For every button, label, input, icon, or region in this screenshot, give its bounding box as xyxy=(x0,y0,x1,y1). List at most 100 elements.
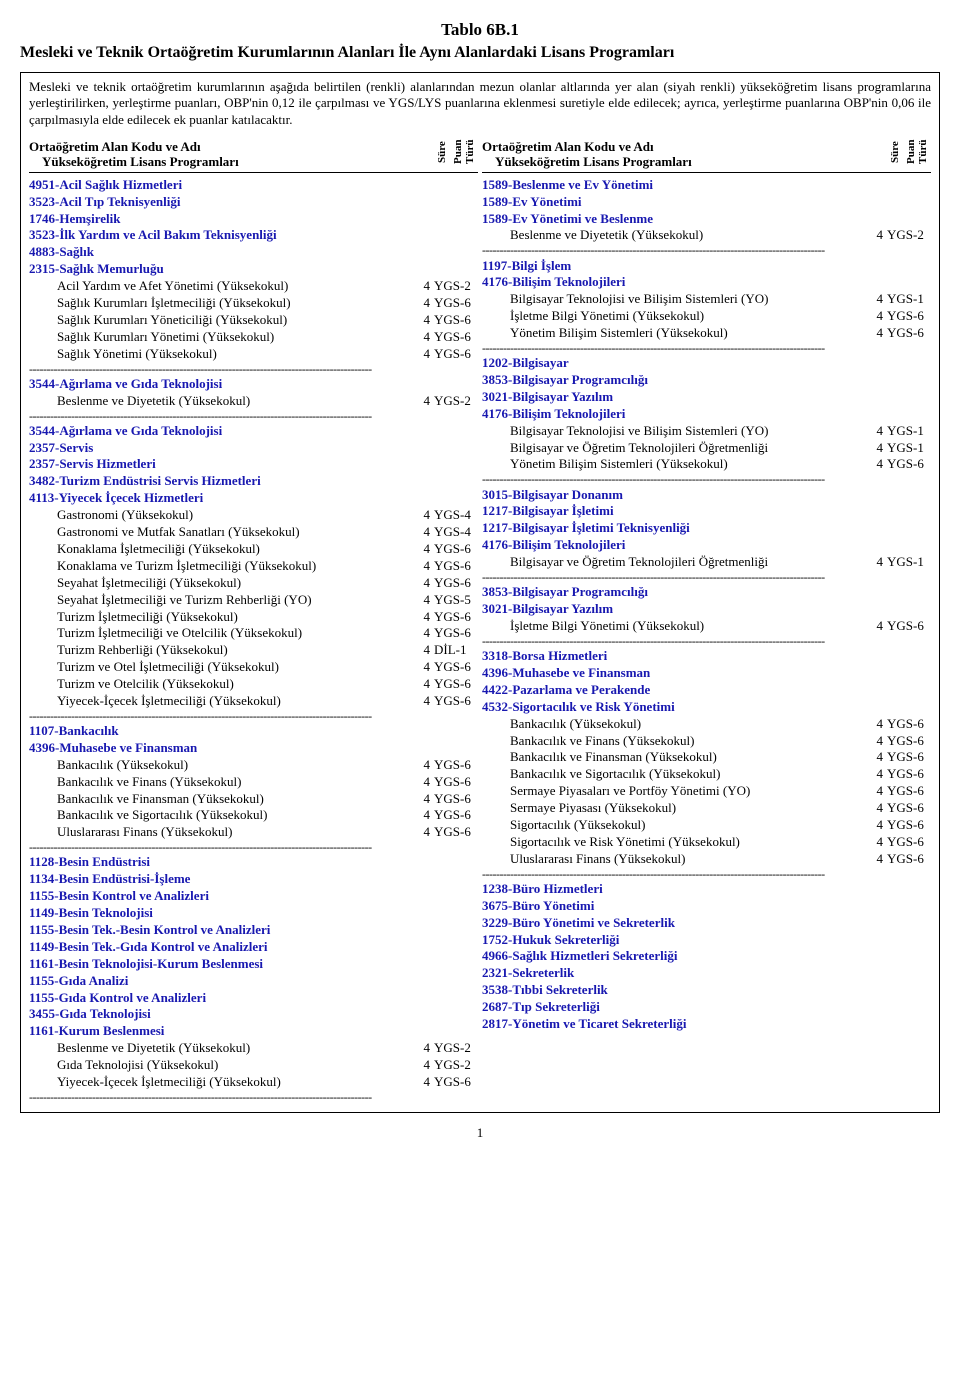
field-heading-text: 1149-Besin Teknolojisi xyxy=(29,905,478,922)
separator: ----------------------------------------… xyxy=(482,571,931,584)
program-name: İşletme Bilgi Yönetimi (Yüksekokul) xyxy=(482,618,869,635)
program-score-type: YGS-6 xyxy=(885,716,931,733)
program-name: Yiyecek-İçecek İşletmeciliği (Yüksekokul… xyxy=(29,1074,416,1091)
field-heading: 2817-Yönetim ve Ticaret Sekreterliği xyxy=(482,1016,931,1033)
field-heading-text: 3455-Gıda Teknolojisi xyxy=(29,1006,478,1023)
right-col-header: Ortaöğretim Alan Kodu ve Adı Yükseköğret… xyxy=(482,134,931,173)
program-duration: 4 xyxy=(869,227,885,244)
program-row: Turizm İşletmeciliği (Yüksekokul)4YGS-6 xyxy=(29,609,478,626)
program-name: Bankacılık ve Finansman (Yüksekokul) xyxy=(29,791,416,808)
program-name: Yiyecek-İçecek İşletmeciliği (Yüksekokul… xyxy=(29,693,416,710)
separator: ----------------------------------------… xyxy=(482,473,931,486)
program-row: Uluslararası Finans (Yüksekokul)4YGS-6 xyxy=(29,824,478,841)
field-heading-text: 3482-Turizm Endüstrisi Servis Hizmetleri xyxy=(29,473,478,490)
program-score-type: YGS-6 xyxy=(885,783,931,800)
program-duration: 4 xyxy=(416,1040,432,1057)
program-duration: 4 xyxy=(869,618,885,635)
left-column: Ortaöğretim Alan Kodu ve Adı Yükseköğret… xyxy=(29,134,478,1104)
field-heading: 4176-Bilişim Teknolojileri xyxy=(482,406,931,423)
field-heading: 3455-Gıda Teknolojisi xyxy=(29,1006,478,1023)
program-score-type: YGS-6 xyxy=(885,325,931,342)
field-heading-text: 3523-İlk Yardım ve Acil Bakım Teknisyenl… xyxy=(29,227,478,244)
separator: ----------------------------------------… xyxy=(482,868,931,881)
program-name: Seyahat İşletmeciliği ve Turizm Rehberli… xyxy=(29,592,416,609)
field-heading-text: 1217-Bilgisayar İşletimi xyxy=(482,503,931,520)
field-heading: 1238-Büro Hizmetleri xyxy=(482,881,931,898)
field-heading-text: 1155-Gıda Analizi xyxy=(29,973,478,990)
program-row: Konaklama İşletmeciliği (Yüksekokul)4YGS… xyxy=(29,541,478,558)
program-score-type: YGS-5 xyxy=(432,592,478,609)
program-name: Uluslararası Finans (Yüksekokul) xyxy=(482,851,869,868)
program-row: Sermaye Piyasaları ve Portföy Yönetimi (… xyxy=(482,783,931,800)
program-duration: 4 xyxy=(869,733,885,750)
field-heading-text: 3318-Borsa Hizmetleri xyxy=(482,648,931,665)
field-heading: 3021-Bilgisayar Yazılım xyxy=(482,389,931,406)
program-duration: 4 xyxy=(869,308,885,325)
intro-paragraph: Mesleki ve teknik ortaöğretim kurumların… xyxy=(29,79,931,128)
field-heading: 3318-Borsa Hizmetleri xyxy=(482,648,931,665)
program-name: Turizm ve Otel İşletmeciliği (Yüksekokul… xyxy=(29,659,416,676)
program-row: Bankacılık ve Sigortacılık (Yüksekokul)4… xyxy=(482,766,931,783)
field-heading: 4532-Sigortacılık ve Risk Yönetimi xyxy=(482,699,931,716)
program-duration: 4 xyxy=(869,456,885,473)
field-heading: 4951-Acil Sağlık Hizmetleri xyxy=(29,177,478,194)
separator: ----------------------------------------… xyxy=(29,710,478,723)
program-row: Turizm ve Otel İşletmeciliği (Yüksekokul… xyxy=(29,659,478,676)
program-name: Konaklama ve Turizm İşletmeciliği (Yükse… xyxy=(29,558,416,575)
field-heading: 4883-Sağlık xyxy=(29,244,478,261)
program-duration: 4 xyxy=(869,834,885,851)
left-body: 4951-Acil Sağlık Hizmetleri3523-Acil Tıp… xyxy=(29,177,478,1104)
field-heading: 1589-Beslenme ve Ev Yönetimi xyxy=(482,177,931,194)
program-duration: 4 xyxy=(869,440,885,457)
program-row: Seyahat İşletmeciliği ve Turizm Rehberli… xyxy=(29,592,478,609)
field-heading-text: 1155-Besin Tek.-Besin Kontrol ve Analizl… xyxy=(29,922,478,939)
program-name: Seyahat İşletmeciliği (Yüksekokul) xyxy=(29,575,416,592)
program-row: Sağlık Kurumları Yöneticiliği (Yüksekoku… xyxy=(29,312,478,329)
program-duration: 4 xyxy=(416,592,432,609)
program-score-type: YGS-2 xyxy=(432,278,478,295)
content-box: Mesleki ve teknik ortaöğretim kurumların… xyxy=(20,72,940,1113)
field-heading: 1217-Bilgisayar İşletimi xyxy=(482,503,931,520)
field-heading-text: 3021-Bilgisayar Yazılım xyxy=(482,389,931,406)
program-score-type: YGS-6 xyxy=(432,575,478,592)
program-name: Sigortacılık (Yüksekokul) xyxy=(482,817,869,834)
head-puan-r: Puan Türü xyxy=(903,134,931,170)
program-duration: 4 xyxy=(869,817,885,834)
field-heading-text: 4951-Acil Sağlık Hizmetleri xyxy=(29,177,478,194)
program-row: Gastronomi ve Mutfak Sanatları (Yüksekok… xyxy=(29,524,478,541)
separator: ----------------------------------------… xyxy=(29,1091,478,1104)
separator: ----------------------------------------… xyxy=(29,410,478,423)
program-score-type: YGS-6 xyxy=(432,693,478,710)
program-duration: 4 xyxy=(416,329,432,346)
right-body: 1589-Beslenme ve Ev Yönetimi1589-Ev Yöne… xyxy=(482,177,931,1033)
field-heading: 1107-Bankacılık xyxy=(29,723,478,740)
program-duration: 4 xyxy=(416,278,432,295)
program-duration: 4 xyxy=(416,393,432,410)
separator: ----------------------------------------… xyxy=(482,635,931,648)
program-name: Bankacılık ve Finans (Yüksekokul) xyxy=(29,774,416,791)
field-heading-text: 4396-Muhasebe ve Finansman xyxy=(29,740,478,757)
field-heading: 4176-Bilişim Teknolojileri xyxy=(482,537,931,554)
program-name: Gastronomi (Yüksekokul) xyxy=(29,507,416,524)
field-heading: 1197-Bilgi İşlem xyxy=(482,258,931,275)
program-name: Bilgisayar ve Öğretim Teknolojileri Öğre… xyxy=(482,440,869,457)
program-score-type: YGS-6 xyxy=(432,659,478,676)
field-heading-text: 1197-Bilgi İşlem xyxy=(482,258,931,275)
program-row: Yiyecek-İçecek İşletmeciliği (Yüksekokul… xyxy=(29,1074,478,1091)
program-duration: 4 xyxy=(869,800,885,817)
program-row: Uluslararası Finans (Yüksekokul)4YGS-6 xyxy=(482,851,931,868)
field-heading-text: 1589-Ev Yönetimi xyxy=(482,194,931,211)
field-heading-text: 1589-Ev Yönetimi ve Beslenme xyxy=(482,211,931,228)
program-score-type: YGS-2 xyxy=(885,227,931,244)
field-heading-text: 3675-Büro Yönetimi xyxy=(482,898,931,915)
program-score-type: YGS-6 xyxy=(885,733,931,750)
program-duration: 4 xyxy=(416,807,432,824)
field-heading-text: 1202-Bilgisayar xyxy=(482,355,931,372)
program-row: Yiyecek-İçecek İşletmeciliği (Yüksekokul… xyxy=(29,693,478,710)
field-heading-text: 1589-Beslenme ve Ev Yönetimi xyxy=(482,177,931,194)
program-score-type: YGS-6 xyxy=(432,757,478,774)
program-duration: 4 xyxy=(416,1057,432,1074)
program-name: Turizm İşletmeciliği ve Otelcilik (Yükse… xyxy=(29,625,416,642)
program-name: Bankacılık ve Sigortacılık (Yüksekokul) xyxy=(29,807,416,824)
program-score-type: YGS-6 xyxy=(432,824,478,841)
